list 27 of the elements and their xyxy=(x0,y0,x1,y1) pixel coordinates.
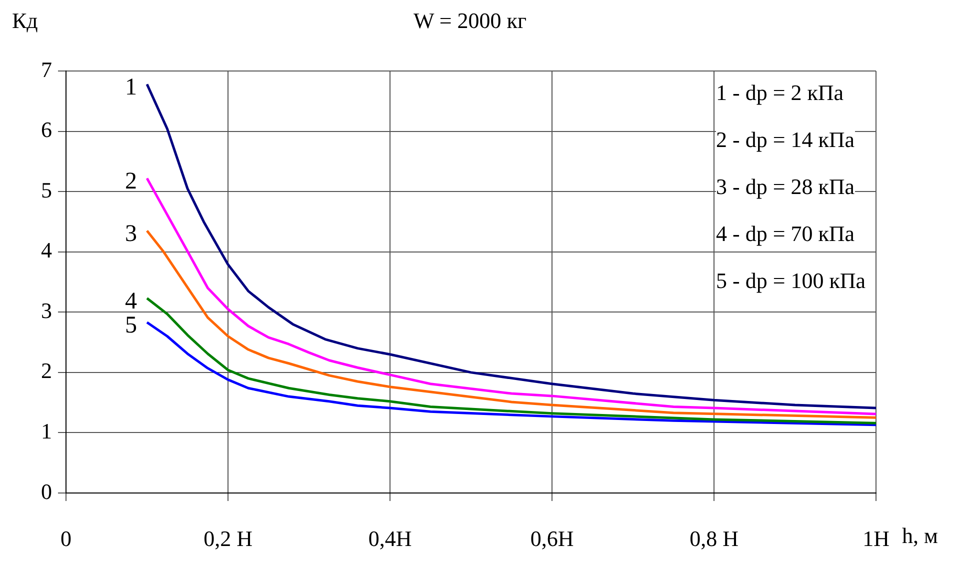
annotation: 3 - dp = 28 кПа xyxy=(716,173,855,201)
y-tick-label: 7 xyxy=(41,56,52,82)
x-axis-title: h, м xyxy=(902,522,938,548)
annotation: 4 - dp = 70 кПа xyxy=(716,220,855,248)
y-tick-label: 3 xyxy=(41,298,52,323)
x-tick-label: 0,4H xyxy=(368,526,412,551)
series-label: 3 xyxy=(125,221,137,248)
x-tick-label: 0,2 H xyxy=(204,526,253,551)
annotation: 1 - dp = 2 кПа xyxy=(716,79,844,107)
y-tick-label: 5 xyxy=(41,177,52,202)
annotation: 2 - dp = 14 кПа xyxy=(716,126,855,154)
series-label: 2 xyxy=(125,168,137,195)
y-tick-label: 2 xyxy=(41,358,52,384)
x-tick-label: 0,8 H xyxy=(690,526,739,551)
x-tick-label: 0,6H xyxy=(530,526,574,551)
y-tick-label: 1 xyxy=(41,418,52,444)
annotation: 5 - dp = 100 кПа xyxy=(716,267,866,295)
series-label: 1 xyxy=(125,74,137,101)
y-tick-label: 0 xyxy=(41,478,52,504)
chart-title: W = 2000 кг xyxy=(414,8,526,33)
y-tick-label: 4 xyxy=(41,238,52,263)
series-label: 5 xyxy=(125,312,137,339)
x-tick-label: 0 xyxy=(60,526,72,551)
y-tick-label: 6 xyxy=(41,117,52,142)
series-label: 4 xyxy=(125,288,137,315)
x-tick-label: 1H xyxy=(862,526,890,551)
y-axis-title: Кд xyxy=(12,8,38,33)
